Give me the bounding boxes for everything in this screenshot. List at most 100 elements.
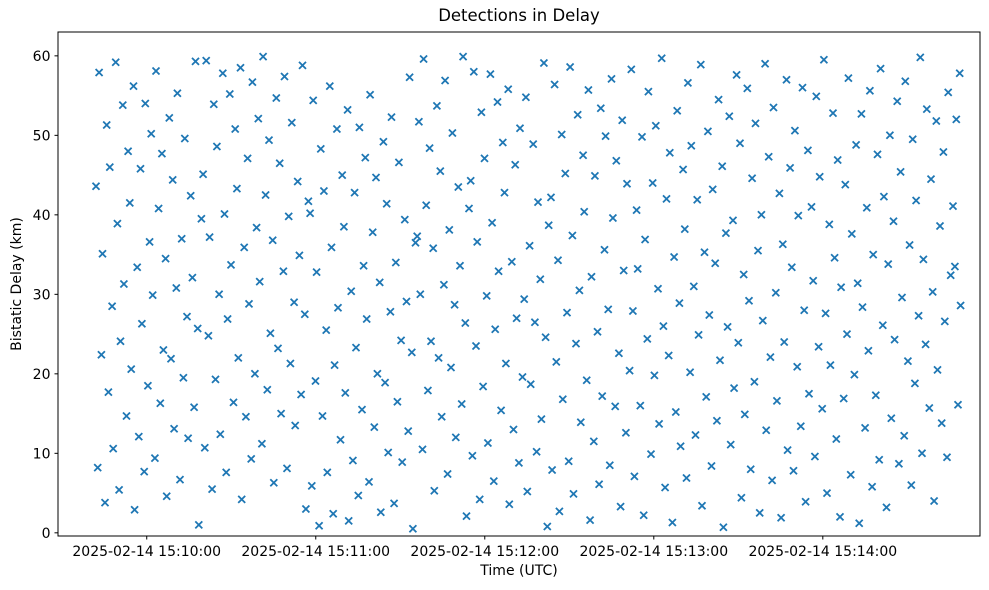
scatter-point-x-marker	[809, 276, 818, 285]
scatter-point-x-marker	[408, 524, 418, 533]
scatter-point-x-marker	[276, 409, 286, 418]
scatter-point-x-marker	[258, 52, 268, 61]
scatter-point-x-marker	[700, 248, 709, 257]
scatter-point-x-marker	[380, 378, 390, 387]
scatter-point-x-marker	[814, 342, 823, 351]
scatter-point-x-marker	[130, 505, 139, 514]
scatter-point-x-marker	[685, 368, 695, 377]
scatter-point-x-marker	[744, 296, 754, 305]
scatter-point-x-marker	[370, 422, 379, 432]
scatter-point-x-marker	[847, 229, 856, 239]
scatter-point-x-marker	[771, 288, 780, 297]
scatter-point-x-marker	[594, 480, 604, 489]
scatter-point-x-marker	[323, 468, 332, 477]
scatter-point-x-marker	[894, 459, 904, 468]
scatter-point-x-marker	[890, 335, 899, 344]
scatter-point-x-marker	[801, 497, 810, 506]
scatter-point-x-marker	[929, 496, 939, 506]
scatter-point-x-marker	[937, 418, 946, 428]
y-axis-ticks: 0 10 20 30 40 50 60	[33, 49, 58, 542]
scatter-point-x-marker	[332, 124, 342, 134]
scatter-point-x-marker	[429, 244, 438, 253]
scatter-point-x-marker	[414, 117, 424, 126]
scatter-point-x-marker	[443, 469, 452, 479]
scatter-point-x-marker	[169, 424, 179, 433]
scatter-point-x-marker	[425, 143, 434, 153]
scatter-point-x-marker	[660, 483, 670, 492]
scatter-point-x-marker	[318, 411, 327, 421]
scatter-point-x-marker	[93, 463, 102, 472]
scatter-point-x-marker	[487, 218, 497, 227]
scatter-point-x-marker	[851, 140, 861, 150]
scatter-point-x-marker	[798, 83, 807, 92]
scatter-point-x-marker	[650, 371, 659, 380]
scatter-point-x-marker	[494, 267, 503, 276]
scatter-point-x-marker	[148, 290, 157, 300]
scatter-point-x-marker	[919, 255, 928, 264]
scatter-point-x-marker	[471, 341, 481, 351]
scatter-point-x-marker	[430, 486, 439, 495]
scatter-point-x-marker	[361, 153, 370, 162]
scatter-point-x-marker	[379, 137, 388, 146]
scatter-point-x-marker	[942, 453, 952, 462]
scatter-point-x-marker	[627, 65, 636, 74]
scatter-point-x-marker	[289, 298, 299, 307]
y-tick-label: 20	[33, 367, 51, 383]
scatter-point-x-marker	[98, 249, 107, 258]
scatter-point-x-marker	[812, 92, 821, 101]
scatter-point-x-marker	[860, 423, 870, 433]
scatter-point-x-marker	[202, 56, 211, 65]
scatter-point-x-marker	[715, 356, 725, 365]
scatter-point-x-marker	[432, 101, 442, 111]
scatter-point-x-marker	[168, 175, 177, 185]
scatter-point-x-marker	[787, 263, 796, 272]
scatter-point-x-marker	[357, 405, 367, 414]
scatter-point-x-marker	[407, 348, 416, 357]
scatter-point-x-marker	[702, 392, 711, 402]
scatter-point-x-marker	[762, 426, 771, 435]
scatter-point-x-marker	[598, 391, 607, 401]
scatter-point-x-marker	[640, 235, 650, 244]
scatter-point-x-marker	[725, 112, 734, 121]
scatter-point-x-marker	[151, 66, 161, 76]
scatter-point-x-marker	[897, 293, 907, 302]
scatter-point-x-marker	[956, 301, 965, 310]
scatter-point-x-marker	[714, 95, 723, 104]
scatter-point-x-marker	[504, 85, 513, 94]
scatter-point-x-marker	[437, 412, 446, 421]
scatter-point-x-marker	[818, 404, 827, 413]
scatter-point-x-marker	[611, 402, 620, 411]
scatter-point-x-marker	[446, 363, 456, 372]
scatter-point-x-marker	[780, 337, 789, 347]
scatter-point-x-marker	[590, 171, 600, 181]
scatter-point-x-marker	[683, 78, 693, 88]
scatter-point-x-marker	[654, 419, 664, 429]
scatter-point-x-marker	[511, 160, 520, 169]
scatter-point-x-marker	[301, 504, 311, 514]
scatter-point-x-marker	[440, 76, 450, 85]
scatter-point-x-marker	[839, 394, 848, 403]
scatter-point-x-marker	[668, 518, 677, 527]
scatter-point-x-marker	[753, 246, 763, 255]
scatter-point-x-marker	[616, 502, 625, 511]
scatter-point-x-marker	[237, 495, 246, 504]
scatter-point-x-marker	[466, 176, 475, 185]
scatter-point-x-marker	[790, 126, 800, 135]
scatter-point-x-marker	[244, 299, 254, 309]
scatter-point-x-marker	[844, 73, 853, 83]
scatter-point-x-marker	[247, 454, 256, 464]
scatter-point-x-marker	[646, 449, 656, 459]
scatter-point-x-marker	[580, 207, 589, 216]
scatter-point-x-marker	[905, 240, 914, 250]
scatter-point-x-marker	[921, 340, 930, 349]
scatter-point-x-marker	[159, 345, 168, 355]
scatter-point-x-marker	[114, 485, 124, 495]
scatter-point-x-marker	[194, 520, 203, 530]
scatter-point-x-marker	[205, 232, 214, 242]
scatter-point-x-marker	[800, 306, 809, 315]
scatter-point-x-marker	[457, 399, 466, 409]
scatter-point-x-marker	[145, 237, 154, 247]
scatter-point-x-marker	[887, 414, 896, 423]
scatter-point-x-marker	[693, 195, 702, 204]
scatter-point-x-marker	[216, 430, 225, 439]
